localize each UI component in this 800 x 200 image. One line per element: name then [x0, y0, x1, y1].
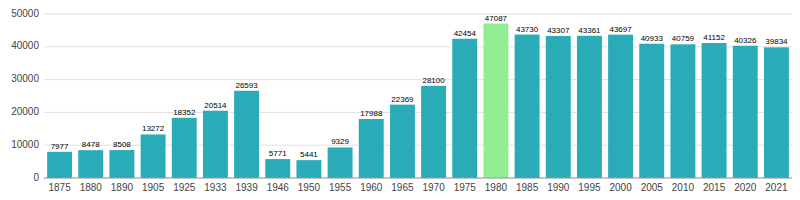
- x-tick-label: 1970: [422, 182, 445, 193]
- chart: 0 10000 20000 30000 40000 50000 7977 8478 8508 13…: [0, 0, 800, 200]
- x-tick-label: 1890: [111, 182, 134, 193]
- y-tick-label: 50000: [11, 8, 39, 19]
- grid-line: [44, 178, 792, 179]
- x-tick-label: 2020: [734, 182, 757, 193]
- x-axis-line: [44, 178, 792, 179]
- x-tick-label: 1975: [454, 182, 477, 193]
- bar: [265, 159, 290, 178]
- data-label: 42454: [454, 29, 477, 38]
- data-label: 47087: [485, 14, 508, 23]
- y-tick-label: 0: [33, 172, 39, 183]
- x-tick-label: 1933: [204, 182, 227, 193]
- x-tick-label: 1955: [329, 182, 352, 193]
- bar: [109, 150, 134, 178]
- bars: [47, 24, 789, 178]
- data-label: 43730: [516, 25, 539, 34]
- data-label: 41152: [703, 33, 725, 42]
- bar: [141, 134, 166, 178]
- x-tick-label: 1995: [578, 182, 601, 193]
- bar: [608, 35, 633, 178]
- data-label: 43697: [609, 25, 632, 34]
- data-label: 9329: [331, 137, 349, 146]
- x-tick-label: 1875: [48, 182, 71, 193]
- bar: [577, 36, 602, 178]
- bar: [172, 118, 197, 178]
- bar: [764, 47, 789, 178]
- bar: [296, 160, 321, 178]
- bar: [670, 44, 695, 178]
- x-tick-label: 1985: [516, 182, 539, 193]
- y-tick-label: 30000: [11, 73, 39, 84]
- data-label: 18352: [173, 108, 196, 117]
- bar: [203, 111, 228, 178]
- x-tick-label: 2015: [703, 182, 726, 193]
- data-label: 8478: [82, 140, 100, 149]
- data-label: 5771: [269, 149, 287, 158]
- data-label: 22369: [391, 95, 414, 104]
- y-tick-label: 10000: [11, 139, 39, 150]
- bar: [515, 35, 540, 178]
- data-label: 17988: [360, 109, 383, 118]
- x-tick-label: 2021: [765, 182, 788, 193]
- x-tick-label: 1946: [267, 182, 290, 193]
- bar: [390, 105, 415, 178]
- grid: [44, 14, 792, 178]
- data-label: 39834: [765, 37, 788, 46]
- grid-line: [44, 14, 792, 15]
- bar: [639, 44, 664, 178]
- bar: [328, 147, 353, 178]
- x-tick-label: 2010: [672, 182, 695, 193]
- bar: [733, 46, 758, 178]
- bar: [359, 119, 384, 178]
- bar: [234, 91, 259, 178]
- data-label: 40933: [641, 34, 664, 43]
- data-label: 26593: [235, 81, 258, 90]
- x-tick-label: 1939: [235, 182, 258, 193]
- x-tick-label: 1880: [80, 182, 103, 193]
- data-label: 40759: [672, 34, 695, 43]
- y-tick-label: 20000: [11, 106, 39, 117]
- data-label: 13272: [142, 124, 165, 133]
- bar: [483, 24, 508, 178]
- x-tick-label: 1925: [173, 182, 196, 193]
- bar: [47, 152, 72, 178]
- x-tick-label: 2005: [641, 182, 664, 193]
- data-label: 43307: [547, 26, 570, 35]
- bar: [421, 86, 446, 178]
- data-label: 43361: [578, 26, 601, 35]
- data-label: 5441: [300, 150, 318, 159]
- x-tick-label: 2000: [609, 182, 632, 193]
- data-label: 7977: [51, 142, 69, 151]
- x-tick-label: 1960: [360, 182, 383, 193]
- bar: [452, 39, 477, 178]
- x-tick-label: 1990: [547, 182, 570, 193]
- y-tick-label: 40000: [11, 40, 39, 51]
- x-tick-label: 1950: [298, 182, 321, 193]
- x-tick-label: 1905: [142, 182, 165, 193]
- bar: [546, 36, 571, 178]
- bar: [78, 150, 103, 178]
- data-label: 20514: [204, 101, 227, 110]
- data-label: 28100: [422, 76, 445, 85]
- data-label: 8508: [113, 140, 131, 149]
- data-label: 40326: [734, 36, 757, 45]
- x-tick-label: 1965: [391, 182, 414, 193]
- bar: [702, 43, 727, 178]
- x-tick-label: 1980: [485, 182, 508, 193]
